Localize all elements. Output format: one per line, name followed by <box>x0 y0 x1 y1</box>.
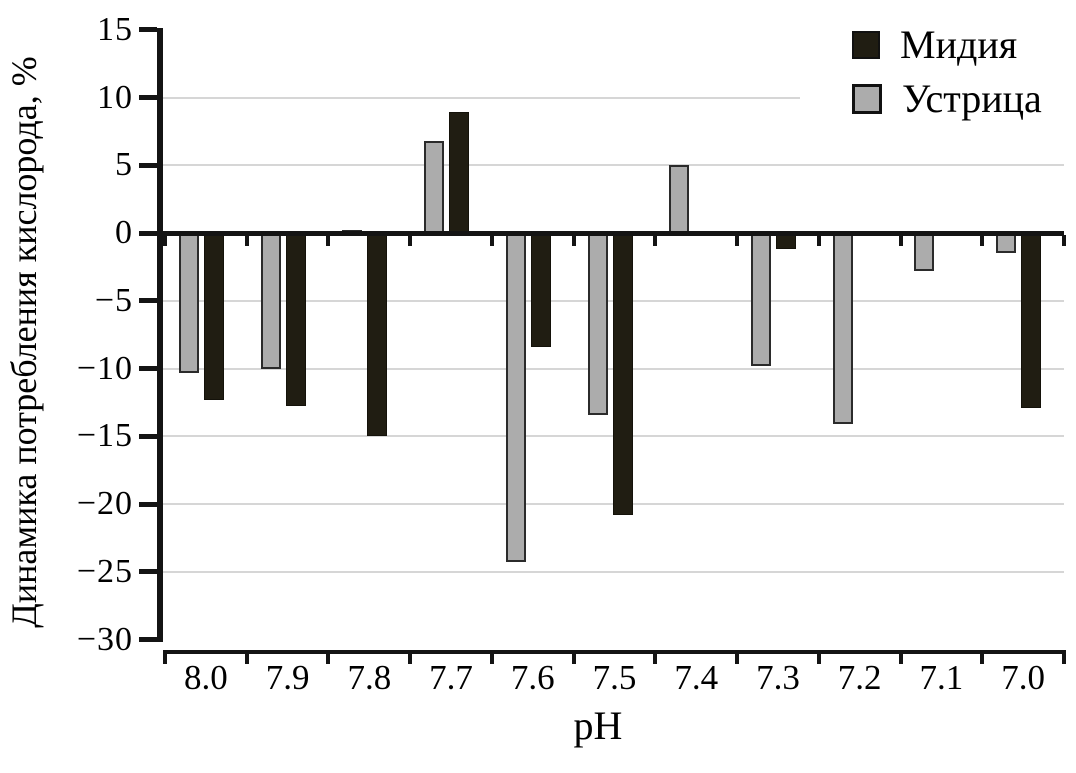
bar-oyster-ph-7.7 <box>424 140 445 233</box>
zero-axis-category-tick <box>571 235 576 246</box>
x-axis-tick <box>735 650 740 664</box>
gridline <box>157 435 1064 438</box>
zero-axis-category-tick <box>408 235 413 246</box>
bar-mussel-ph-7.6 <box>530 233 551 347</box>
x-axis-tick <box>163 650 167 664</box>
x-tick-label: 7.1 <box>919 658 964 697</box>
x-axis-line <box>163 650 1066 654</box>
y-tick-label: 0 <box>115 214 133 251</box>
legend-label-oyster: Устрица <box>902 76 1042 121</box>
y-axis-tick <box>139 433 157 439</box>
gridline <box>157 503 1064 505</box>
bar-oyster-ph-7.1 <box>914 233 935 271</box>
zero-axis-category-tick <box>816 235 821 246</box>
legend-item-oyster: Устрица <box>852 77 1074 121</box>
y-axis-tick <box>139 95 157 100</box>
gridline <box>157 299 1064 302</box>
zero-axis-category-tick <box>1062 235 1066 246</box>
y-axis-tick <box>139 366 157 371</box>
x-axis-tick <box>408 650 413 664</box>
y-tick-label: 15 <box>97 10 133 48</box>
zero-axis-category-tick <box>735 235 740 246</box>
x-tick-label: 8.0 <box>183 658 228 697</box>
y-tick-label: −25 <box>76 552 133 590</box>
bar-mussel-ph-8.0 <box>203 233 224 400</box>
zero-axis-category-tick <box>244 235 249 246</box>
x-axis-tick <box>571 650 576 664</box>
bar-mussel-ph-7.8 <box>367 233 388 437</box>
x-axis-tick <box>898 650 903 664</box>
bar-oyster-ph-7.0 <box>996 233 1017 254</box>
x-tick-label: 7.9 <box>265 658 310 697</box>
y-tick-label: −15 <box>76 417 133 455</box>
y-tick-label: 10 <box>97 78 133 116</box>
x-axis-tick <box>980 650 985 664</box>
x-axis-tick <box>489 650 494 664</box>
y-tick-label: 5 <box>115 146 133 184</box>
y-axis-tick <box>139 162 157 168</box>
gridline <box>157 570 1064 573</box>
bar-oyster-ph-8.0 <box>178 233 199 373</box>
y-axis-tick <box>139 501 157 507</box>
y-tick-label: −10 <box>76 349 133 387</box>
zero-axis-category-tick <box>326 235 331 246</box>
x-axis-tick <box>816 650 821 664</box>
zero-axis-category-tick <box>653 235 658 246</box>
x-axis-tick <box>653 650 658 664</box>
x-tick-label: 7.2 <box>837 658 882 697</box>
bar-mussel-ph-7.9 <box>285 233 306 407</box>
gridline <box>157 96 1064 99</box>
y-axis-tick <box>139 637 157 642</box>
zero-axis-category-tick <box>489 235 494 246</box>
bar-mussel-ph-7.7 <box>449 112 470 233</box>
x-tick-label: 7.4 <box>674 658 719 697</box>
x-tick-label: 7.7 <box>429 658 473 697</box>
bar-oyster-ph-7.4 <box>669 165 690 233</box>
x-tick-label: 7.8 <box>347 658 392 697</box>
x-axis-tick <box>326 650 331 664</box>
zero-axis-line <box>157 230 1064 236</box>
y-tick-label: −5 <box>94 281 133 319</box>
x-axis-tick <box>244 650 249 664</box>
y-axis-tick <box>139 27 157 33</box>
y-axis-title: Динамика потребления кислорода, % <box>4 56 44 628</box>
y-axis-tick <box>139 569 157 575</box>
y-tick-label: −20 <box>76 485 133 522</box>
bar-mussel-ph-7.0 <box>1021 233 1042 408</box>
bar-oyster-ph-7.3 <box>750 233 771 366</box>
y-axis-line <box>157 28 163 642</box>
zero-axis-category-tick <box>163 235 167 246</box>
legend-item-mussel: Мидия <box>852 23 1074 67</box>
legend-label-mussel: Мидия <box>900 22 1018 67</box>
y-axis-tick <box>139 298 157 304</box>
zero-axis-category-tick <box>980 235 985 246</box>
x-axis-title: pH <box>573 703 623 748</box>
x-axis-tick <box>1062 650 1066 664</box>
oyster-swatch-icon <box>852 84 882 114</box>
legend: Мидия Устрица <box>800 16 1074 128</box>
bar-oyster-ph-7.9 <box>260 233 281 369</box>
zero-axis-category-tick <box>898 235 903 246</box>
x-tick-label: 7.3 <box>756 658 800 697</box>
bar-oyster-ph-7.6 <box>505 233 526 563</box>
mussel-swatch-icon <box>852 31 880 59</box>
x-tick-label: 7.0 <box>1001 658 1045 697</box>
bar-oyster-ph-7.2 <box>832 233 853 425</box>
x-tick-label: 7.5 <box>592 658 637 697</box>
bar-oyster-ph-7.5 <box>587 233 608 415</box>
gridline <box>157 164 1064 167</box>
bar-mussel-ph-7.5 <box>612 233 633 515</box>
y-tick-label: −30 <box>76 620 133 658</box>
x-tick-label: 7.6 <box>510 658 555 697</box>
gridline <box>157 367 1064 370</box>
y-axis-tick <box>139 230 157 236</box>
